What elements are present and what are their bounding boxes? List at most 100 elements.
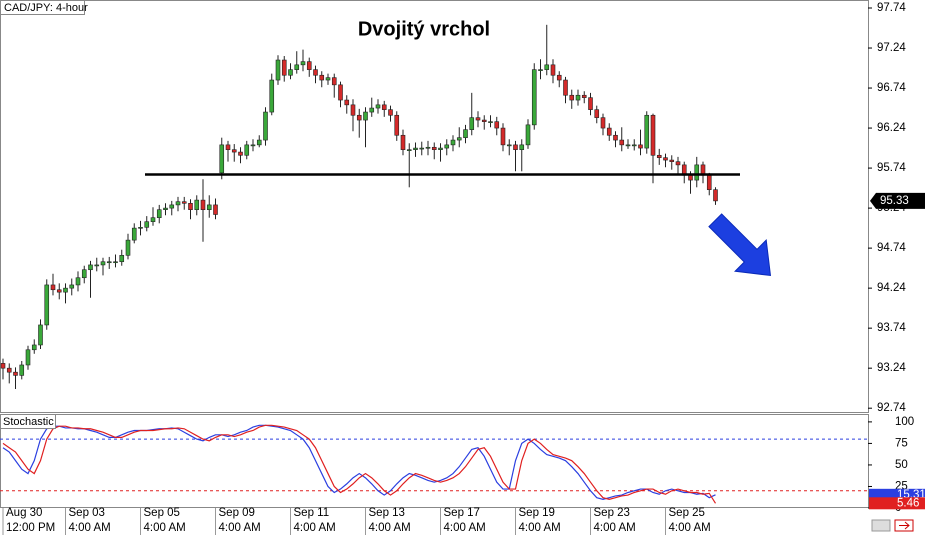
- candle-body: [494, 121, 500, 129]
- y-tick-label: 97.24: [877, 42, 906, 54]
- candle-body: [425, 146, 431, 149]
- candle-body: [694, 164, 700, 181]
- y-tick-label: 94.74: [877, 242, 906, 254]
- candle-body: [663, 157, 668, 161]
- candle-body: [638, 144, 643, 149]
- candle-body: [456, 137, 462, 141]
- candle-body: [275, 59, 281, 81]
- candle-body: [575, 94, 581, 101]
- candle-body: [431, 146, 437, 150]
- candle-body: [181, 201, 187, 204]
- candle-body: [188, 202, 193, 211]
- candle-body: [650, 114, 656, 156]
- candle-body: [300, 61, 306, 66]
- candle-body: [113, 261, 118, 264]
- x-tick-date: Sep 05: [144, 507, 180, 519]
- x-tick-time: 4:00 AM: [294, 522, 336, 534]
- candle-body: [400, 134, 406, 150]
- candle-body: [444, 144, 450, 149]
- y-tick-label: 92.74: [877, 402, 906, 414]
- candle-body: [669, 159, 675, 162]
- chart-title: Dvojitý vrchol: [358, 18, 490, 40]
- candle-body: [238, 151, 243, 156]
- candle-body: [531, 69, 537, 126]
- x-tick-date: Sep 09: [219, 507, 255, 519]
- candle-body: [556, 74, 562, 81]
- candle-body: [344, 99, 350, 106]
- candle-body: [94, 264, 100, 267]
- y-tick-label: 95.74: [877, 162, 906, 174]
- stochastic-frame: [0, 414, 869, 508]
- candle-body: [644, 114, 650, 149]
- candle-body: [31, 344, 37, 351]
- candle-body: [631, 144, 637, 147]
- candle-body: [394, 114, 400, 136]
- x-tick-time: 4:00 AM: [594, 522, 636, 534]
- candle-body: [156, 209, 162, 219]
- candle-body: [563, 79, 568, 96]
- last-value-box: [869, 497, 925, 510]
- x-tick-time: 4:00 AM: [219, 522, 261, 534]
- x-tick-date: Sep 11: [294, 507, 330, 519]
- candle-body: [219, 144, 225, 174]
- candle-body: [150, 217, 156, 223]
- x-tick-date: Sep 23: [594, 507, 630, 519]
- candle-body: [38, 324, 43, 346]
- candle-body: [288, 69, 293, 76]
- candle-body: [281, 59, 287, 76]
- candle-body: [713, 189, 718, 202]
- candle-body: [256, 139, 262, 146]
- y-tick-label: 97.74: [877, 2, 906, 14]
- candle-body: [50, 284, 56, 291]
- candle-body: [213, 204, 218, 215]
- end-icon-arrow: [899, 521, 910, 530]
- x-tick-time: 4:00 AM: [444, 522, 486, 534]
- candle-body: [469, 117, 475, 130]
- y-tick-label: 94.24: [877, 282, 906, 294]
- candle-body: [0, 363, 6, 369]
- candle-body: [475, 117, 481, 121]
- symbol-box: [0, 0, 85, 15]
- x-tick-date: Aug 30: [6, 507, 42, 519]
- candle-body: [325, 77, 331, 81]
- candle-body: [244, 144, 250, 156]
- scroll-icon[interactable]: [871, 519, 891, 532]
- candle-body: [519, 144, 525, 150]
- last-value-label: 5.46: [897, 497, 919, 509]
- candle-body: [313, 69, 318, 76]
- candle-body: [194, 199, 200, 211]
- candle-body: [481, 119, 487, 122]
- last-price-label: 95.33: [880, 195, 909, 207]
- candle-body: [463, 129, 468, 138]
- candle-body: [500, 127, 506, 146]
- candle-body: [375, 104, 381, 109]
- candle-body: [250, 144, 256, 147]
- x-tick-date: Sep 17: [444, 507, 480, 519]
- candle-body: [488, 121, 493, 123]
- candle-body: [125, 239, 131, 256]
- x-tick-date: Sep 19: [519, 507, 555, 519]
- candle-body: [369, 107, 375, 113]
- candle-body: [606, 127, 612, 136]
- candle-body: [594, 109, 600, 118]
- candle-body: [388, 109, 393, 116]
- candle-body: [331, 77, 337, 86]
- indicator-label: Stochastic: [3, 416, 54, 428]
- candle-body: [381, 104, 387, 110]
- candle-body: [169, 204, 175, 209]
- last-price-box: [870, 192, 925, 209]
- candle-body: [19, 364, 25, 376]
- x-tick-time: 4:00 AM: [144, 522, 186, 534]
- y-tick-label: 96.74: [877, 82, 906, 94]
- candle-body: [294, 64, 300, 70]
- candle-body: [350, 104, 356, 116]
- candle-body: [100, 261, 106, 266]
- candle-body: [25, 349, 31, 366]
- y-tick-label: 93.74: [877, 322, 906, 334]
- candle-body: [306, 61, 312, 70]
- candle-body: [438, 147, 443, 150]
- x-tick-time: 4:00 AM: [669, 522, 711, 534]
- candle-body: [106, 261, 112, 264]
